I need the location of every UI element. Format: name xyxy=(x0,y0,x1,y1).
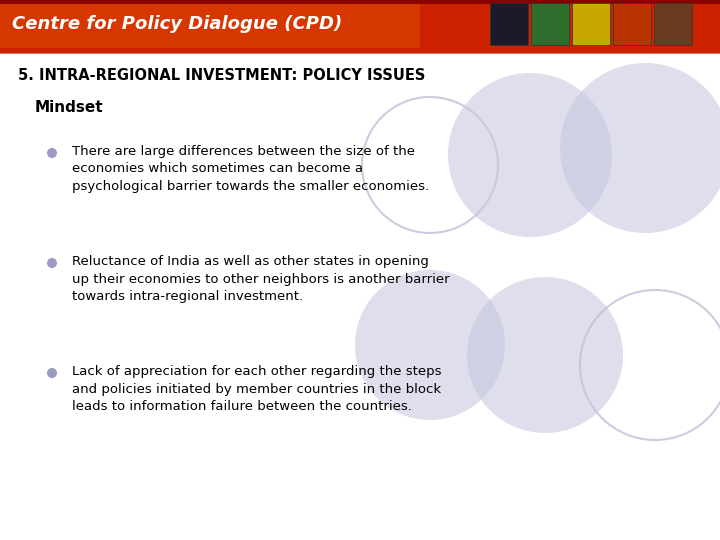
Ellipse shape xyxy=(448,73,612,237)
Bar xyxy=(0,0,720,48)
Bar xyxy=(0,53,720,55)
Text: Mindset: Mindset xyxy=(35,100,104,115)
Bar xyxy=(0,0,420,48)
Text: There are large differences between the size of the
economies which sometimes ca: There are large differences between the … xyxy=(72,145,429,193)
Text: Reluctance of India as well as other states in opening
up their economies to oth: Reluctance of India as well as other sta… xyxy=(72,255,449,303)
Bar xyxy=(572,3,610,45)
Ellipse shape xyxy=(47,368,57,378)
Bar xyxy=(654,3,692,45)
Bar xyxy=(0,0,720,4)
Ellipse shape xyxy=(47,258,57,268)
Text: 5. INTRA-REGIONAL INVESTMENT: POLICY ISSUES: 5. INTRA-REGIONAL INVESTMENT: POLICY ISS… xyxy=(18,68,426,83)
Bar xyxy=(613,3,651,45)
Ellipse shape xyxy=(47,148,57,158)
Bar xyxy=(490,3,528,45)
Ellipse shape xyxy=(355,270,505,420)
Bar xyxy=(531,3,569,45)
Text: Centre for Policy Dialogue (CPD): Centre for Policy Dialogue (CPD) xyxy=(12,15,342,33)
Bar xyxy=(0,48,720,54)
Ellipse shape xyxy=(560,63,720,233)
Text: Lack of appreciation for each other regarding the steps
and policies initiated b: Lack of appreciation for each other rega… xyxy=(72,365,441,413)
Ellipse shape xyxy=(467,277,623,433)
